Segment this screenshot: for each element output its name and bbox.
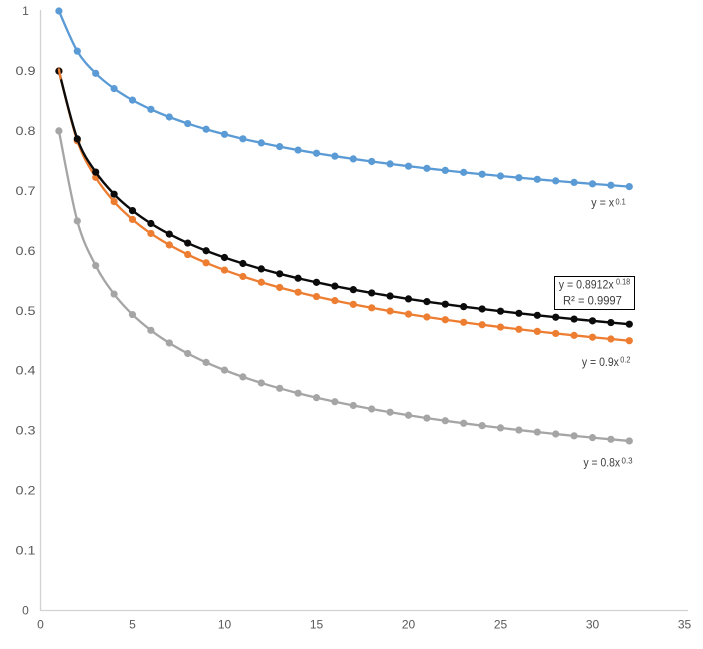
svg-text:0.8: 0.8 (16, 124, 36, 138)
svg-text:0.9: 0.9 (16, 64, 36, 78)
svg-text:0.4: 0.4 (16, 364, 36, 378)
svg-text:0.5: 0.5 (16, 304, 36, 318)
svg-text:30: 30 (586, 618, 600, 632)
svg-text:0: 0 (22, 604, 29, 618)
svg-text:R² = 0.9997: R² = 0.9997 (563, 293, 622, 307)
svg-text:0.3: 0.3 (622, 457, 634, 466)
svg-text:10: 10 (218, 618, 232, 632)
svg-text:1: 1 (22, 4, 29, 18)
svg-text:0: 0 (37, 618, 44, 632)
svg-text:0.1: 0.1 (16, 544, 36, 558)
svg-text:35: 35 (678, 618, 692, 632)
svg-text:20: 20 (402, 618, 416, 632)
svg-text:y = 0.9x: y = 0.9x (582, 355, 619, 369)
svg-text:y = x: y = x (591, 195, 614, 209)
svg-text:0.3: 0.3 (16, 424, 36, 438)
svg-text:y = 0.8912x: y = 0.8912x (559, 277, 614, 291)
svg-text:0.7: 0.7 (16, 184, 36, 198)
svg-text:0.1: 0.1 (616, 197, 627, 206)
svg-text:15: 15 (310, 618, 324, 632)
svg-text:0.2: 0.2 (620, 356, 631, 365)
svg-text:y = 0.8x: y = 0.8x (584, 456, 621, 470)
svg-text:25: 25 (494, 618, 508, 632)
svg-text:0.6: 0.6 (16, 244, 36, 258)
svg-text:0.18: 0.18 (616, 278, 631, 287)
svg-text:0.2: 0.2 (16, 484, 36, 498)
svg-text:5: 5 (129, 618, 136, 632)
